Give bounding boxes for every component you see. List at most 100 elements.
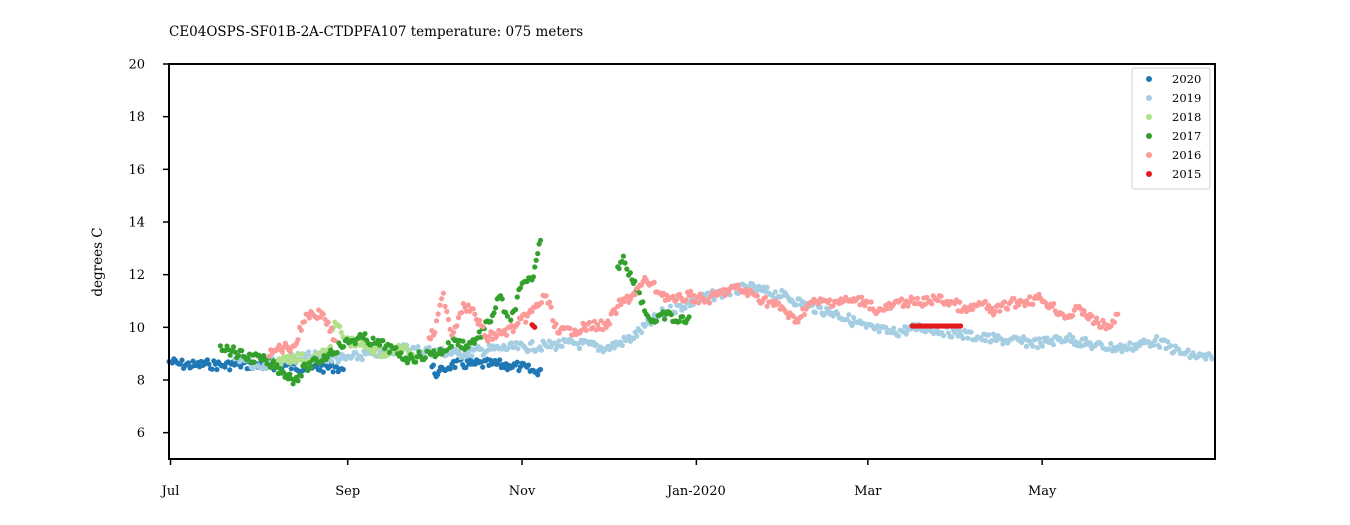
- point-2020-fill: [447, 366, 453, 372]
- point-2019-fill: [822, 310, 828, 316]
- point-2020-fill: [535, 372, 541, 378]
- y-axis-ticks: 6 8 10 12 14 16 18 20: [128, 58, 169, 441]
- point-2020-fill: [430, 362, 436, 368]
- point-2017-fill: [380, 338, 386, 344]
- y-tick-label: 8: [137, 374, 145, 389]
- legend-marker-2018: [1146, 114, 1152, 120]
- point-2016-fill: [556, 330, 562, 336]
- point-2019-fill: [538, 347, 545, 353]
- point-2016-fill: [1001, 299, 1008, 305]
- point-2016-4: [320, 311, 326, 317]
- point-2020-fill: [497, 357, 503, 363]
- x-tick-label: Sep: [335, 484, 360, 499]
- point-2017-fill: [460, 338, 466, 344]
- point-2016-fill: [1081, 308, 1087, 314]
- point-2020-fill: [190, 358, 196, 364]
- point-2016-fill: [827, 297, 833, 303]
- point-2019-fill: [1087, 340, 1093, 346]
- point-2018-fill: [337, 323, 343, 330]
- point-2016-fill: [437, 302, 443, 308]
- point-2017-fill: [377, 342, 383, 348]
- point-2016-fill: [683, 297, 689, 303]
- point-2017-fill: [676, 318, 682, 325]
- point-2017-fill: [431, 348, 437, 354]
- point-2017-0: [217, 343, 223, 349]
- point-2017-fill: [239, 348, 245, 354]
- point-2016-fill: [611, 306, 618, 313]
- point-2019-fill: [1165, 339, 1171, 345]
- point-2020-1: [177, 361, 183, 367]
- point-2016-fill: [695, 300, 702, 306]
- point-2017-fill: [668, 312, 674, 318]
- point-2016-fill: [276, 342, 282, 348]
- point-2016-fill: [515, 320, 521, 326]
- point-2016-fill: [1108, 323, 1114, 329]
- point-2017-fill: [352, 341, 358, 347]
- point-2016-fill: [1016, 302, 1022, 308]
- point-2019-fill: [902, 324, 908, 330]
- point-2016-16: [543, 293, 549, 299]
- point-2016-fill: [325, 319, 331, 325]
- y-tick-label: 12: [128, 268, 145, 283]
- point-2019-fill: [576, 345, 583, 351]
- y-tick-label: 16: [128, 163, 145, 178]
- point-2016-fill: [862, 303, 868, 309]
- point-2019-fill: [337, 356, 343, 362]
- point-2016-fill: [567, 325, 573, 332]
- point-2016-fill: [548, 304, 554, 310]
- point-2019-fill: [812, 309, 819, 316]
- point-2016-fill: [485, 338, 491, 344]
- point-2016-fill: [910, 296, 916, 302]
- point-2016-fill: [486, 333, 492, 339]
- point-2019-fill: [426, 344, 432, 350]
- point-2019-fill: [891, 325, 897, 331]
- point-2017-fill: [471, 340, 477, 346]
- point-2016-fill: [427, 336, 434, 342]
- point-2016-fill: [586, 319, 593, 325]
- point-2016-fill: [523, 319, 529, 325]
- point-2017-fill: [245, 355, 251, 361]
- point-2020-fill: [495, 361, 501, 367]
- point-2019-fill: [846, 312, 852, 318]
- series-2016: [266, 274, 1121, 359]
- point-2020-fill: [463, 365, 469, 371]
- point-2017-fill: [627, 270, 633, 276]
- point-2019-fill: [986, 332, 992, 338]
- point-2020-fill: [330, 369, 336, 375]
- point-2017-fill: [640, 299, 646, 305]
- point-2016-fill: [697, 291, 703, 297]
- point-2016-fill: [754, 293, 760, 299]
- point-2017-fill: [362, 331, 368, 337]
- point-2019-fill: [949, 334, 955, 340]
- point-2016-fill: [459, 309, 465, 316]
- y-tick-label: 14: [128, 216, 145, 231]
- point-2019-fill: [1117, 342, 1123, 348]
- point-2020-fill: [209, 366, 215, 372]
- point-2017-fill: [232, 349, 238, 355]
- point-2019-fill: [793, 302, 799, 308]
- point-2019-fill: [619, 342, 625, 349]
- point-2019-fill: [505, 345, 511, 351]
- point-2017-fill: [261, 353, 267, 359]
- point-2017-fill: [308, 364, 314, 370]
- point-2019-fill: [415, 344, 421, 350]
- point-2016-fill: [1095, 320, 1101, 326]
- point-2016-fill: [451, 329, 457, 335]
- point-2016-fill: [444, 308, 450, 315]
- point-2019-fill: [306, 349, 312, 355]
- point-2019-fill: [1154, 334, 1160, 340]
- point-2017-fill: [653, 318, 660, 324]
- point-2016-fill: [447, 326, 453, 332]
- point-2016-fill: [673, 297, 680, 303]
- point-2016-fill: [1005, 306, 1011, 312]
- point-2016-fill: [914, 295, 921, 301]
- point-2016-fill: [1030, 301, 1036, 307]
- point-2020-fill: [288, 366, 294, 372]
- x-tick-label: Nov: [509, 484, 536, 499]
- point-2015-8: [958, 323, 964, 329]
- point-2016-fill: [455, 315, 462, 321]
- point-2016-fill: [970, 306, 976, 312]
- point-2016-fill: [762, 294, 769, 300]
- point-2016-fill: [606, 321, 613, 327]
- point-2016-0: [266, 353, 272, 359]
